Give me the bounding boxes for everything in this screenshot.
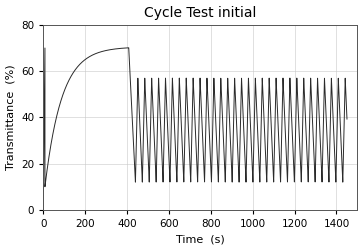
Title: Cycle Test initial: Cycle Test initial xyxy=(144,6,257,20)
X-axis label: Time  (s): Time (s) xyxy=(176,234,225,244)
Y-axis label: Transmittance  (%): Transmittance (%) xyxy=(5,64,16,170)
